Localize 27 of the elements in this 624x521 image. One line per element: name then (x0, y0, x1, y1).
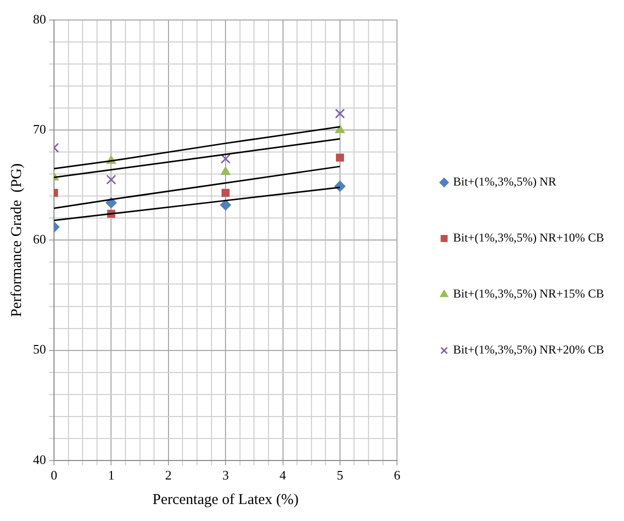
x-axis-title: Percentage of Latex (%) (152, 492, 299, 508)
x-tick-label: 0 (50, 468, 58, 483)
x-tick-label: 5 (336, 468, 344, 483)
legend-label: Bit+(1%,3%,5%) NR+10% CB (453, 230, 604, 245)
y-tick-label: 80 (33, 11, 46, 26)
legend-label: Bit+(1%,3%,5%) NR (453, 174, 556, 189)
x-tick-label: 3 (222, 468, 229, 483)
legend-label: Bit+(1%,3%,5%) NR+20% CB (453, 342, 604, 357)
point (334, 108, 345, 119)
x-tick-label: 1 (108, 468, 114, 483)
point (220, 166, 230, 175)
x-tick-label: 4 (280, 468, 287, 483)
y-axis-title: Performance Grade (PG) (8, 163, 25, 318)
y-tick-label: 50 (33, 342, 46, 357)
y-tick-label: 70 (33, 122, 46, 137)
y-tick-label: 40 (33, 452, 46, 467)
point (220, 154, 231, 164)
point (106, 174, 116, 185)
x-tick-label: 6 (394, 468, 401, 483)
legend-label: Bit+(1%,3%,5%) NR+15% CB (453, 286, 604, 301)
point (220, 199, 232, 210)
point (336, 154, 344, 162)
y-tick-label: 60 (33, 232, 46, 247)
point (335, 124, 345, 134)
point (222, 188, 230, 197)
point (106, 197, 117, 208)
x-tick-label: 2 (165, 468, 172, 483)
